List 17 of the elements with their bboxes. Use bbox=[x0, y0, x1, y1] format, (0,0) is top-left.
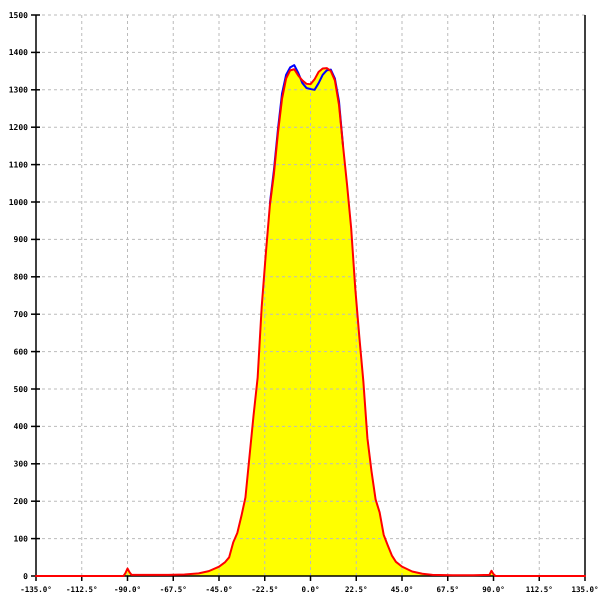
y-tick-label: 400 bbox=[14, 422, 28, 432]
y-tick-label: 100 bbox=[14, 534, 28, 544]
y-tick-label: 1000 bbox=[8, 198, 28, 207]
y-tick-label: 500 bbox=[14, 384, 28, 394]
y-tick-label: 1100 bbox=[8, 160, 28, 170]
y-tick-label: 600 bbox=[14, 347, 28, 356]
y-tick-label: 700 bbox=[14, 310, 28, 319]
y-tick-label: 800 bbox=[14, 272, 28, 282]
y-tick-label: 1300 bbox=[8, 86, 28, 95]
y-tick-label: 900 bbox=[14, 235, 28, 244]
y-tick-label: 200 bbox=[14, 497, 28, 506]
y-tick-label: 1400 bbox=[8, 48, 28, 58]
y-tick-label: 1200 bbox=[8, 123, 28, 132]
y-tick-label: 0 bbox=[23, 572, 28, 581]
line-series bbox=[268, 64, 344, 205]
y-tick-label: 300 bbox=[14, 460, 28, 469]
y-tick-label: 1500 bbox=[8, 10, 28, 20]
